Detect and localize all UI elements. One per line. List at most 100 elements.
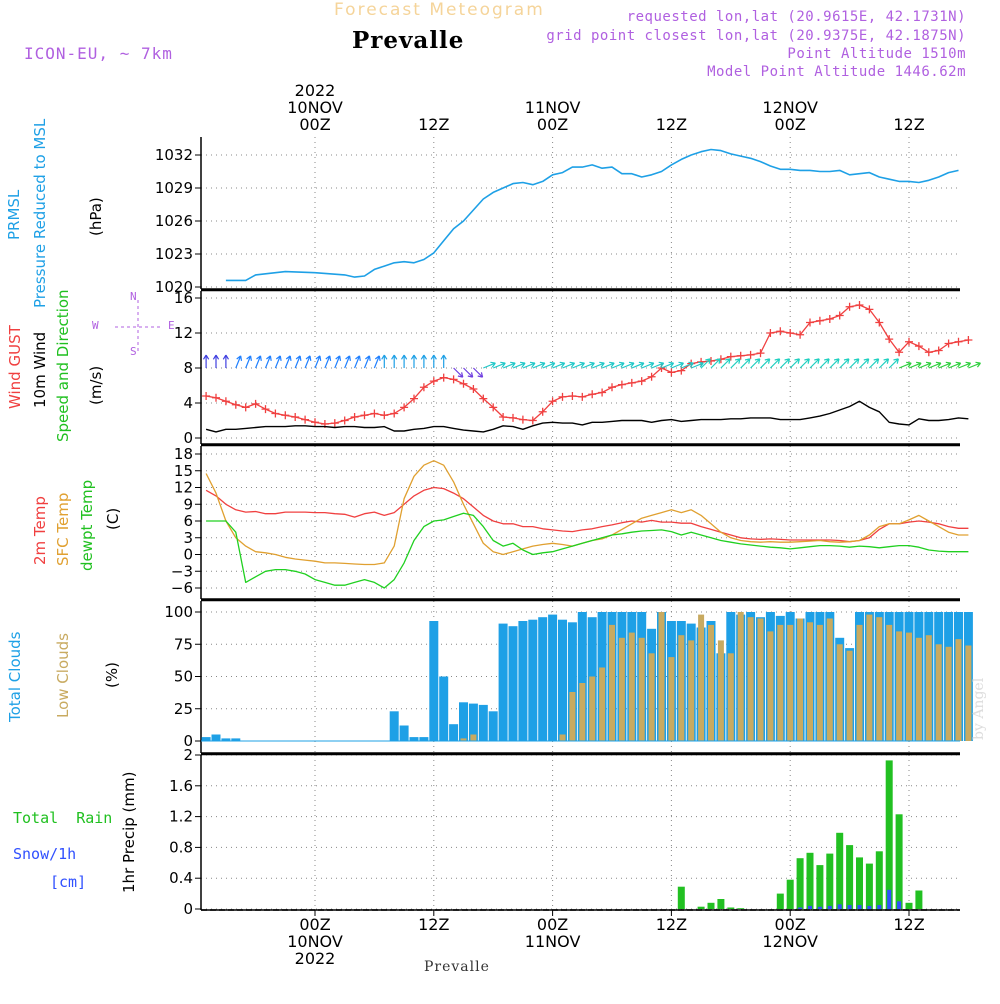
gust-marker <box>439 373 448 382</box>
total-cloud-bar <box>577 612 587 741</box>
y-tick-label: 2 <box>183 746 193 764</box>
pressure-label-2: Pressure Reduced to MSL <box>31 118 49 308</box>
gust-marker <box>340 416 349 425</box>
gust-marker <box>736 351 745 360</box>
gust-marker <box>311 418 319 427</box>
panel-4 <box>195 754 960 911</box>
wind-direction-arrow <box>700 358 711 369</box>
gust-marker <box>796 330 805 339</box>
low-cloud-bar <box>727 653 734 741</box>
total-cloud-bar <box>558 619 567 741</box>
wind-label-1: Wind GUST <box>6 325 24 409</box>
low-cloud-bar <box>658 612 665 741</box>
gust-marker <box>806 318 814 327</box>
gust-marker <box>251 399 260 408</box>
gust-marker <box>499 413 508 421</box>
gust-marker <box>627 378 636 387</box>
temp-label-1: 2m Temp <box>31 496 49 565</box>
low-cloud-bar <box>628 632 635 741</box>
wind-direction-arrow <box>799 358 810 369</box>
gust-marker <box>815 316 824 325</box>
low-cloud-bar <box>886 624 893 741</box>
low-cloud-bar <box>470 734 477 741</box>
gust-marker <box>726 352 735 361</box>
total-cloud-bar <box>439 676 449 741</box>
low-cloud-bar <box>638 637 645 741</box>
y-tick-label: 1026 <box>155 212 193 230</box>
total-cloud-bar <box>449 724 459 741</box>
gust-marker <box>865 305 874 314</box>
gust-marker <box>390 409 399 418</box>
gust-marker <box>538 407 547 416</box>
rain-bar <box>836 832 844 909</box>
low-cloud-bar <box>777 624 784 741</box>
gust-marker <box>776 327 785 336</box>
footer-location: Prevalle <box>424 959 490 975</box>
bottom-time-label: 12Z <box>656 915 687 934</box>
precip-unit: 1hr Precip (mm) <box>120 771 138 893</box>
temp-unit: (C) <box>104 507 122 530</box>
low-cloud-bar <box>955 639 962 741</box>
wind-direction-arrow <box>502 361 516 369</box>
gust-marker <box>756 349 765 358</box>
wind-direction-arrow <box>789 358 800 369</box>
total-cloud-bar <box>488 711 498 741</box>
wind-direction-arrow <box>582 361 595 369</box>
top-time-label: 12Z <box>656 115 687 134</box>
wind-direction-arrow <box>958 361 972 369</box>
wind-direction-arrow <box>324 355 332 369</box>
compass-south: S <box>130 345 137 358</box>
total-cloud-bar <box>478 704 488 741</box>
gust-marker <box>637 377 646 386</box>
wind-direction-arrow <box>928 361 942 369</box>
low-cloud-bar <box>609 624 615 741</box>
wind-direction-arrow <box>562 361 576 369</box>
y-tick-label: 1.2 <box>169 808 193 826</box>
gust-marker <box>489 403 498 412</box>
snow-bar <box>847 905 852 909</box>
gust-marker <box>647 372 656 381</box>
rain-bar <box>806 852 814 909</box>
y-tick-label: 100 <box>164 603 193 621</box>
gust-marker <box>598 388 607 397</box>
wind-direction-arrow <box>760 358 771 369</box>
gust-marker <box>964 336 973 344</box>
gust-marker <box>419 383 428 392</box>
gust-marker <box>835 311 844 320</box>
wind-direction-arrow <box>264 355 272 369</box>
bottom-time-label: 00Z <box>775 915 806 934</box>
wind-direction-arrow <box>908 361 922 369</box>
low-cloud-bar <box>569 692 576 741</box>
low-cloud-bar <box>559 734 566 741</box>
requested-lonlat: requested lon,lat (20.9615E, 42.1731N) <box>626 9 966 25</box>
panel-0 <box>195 137 960 290</box>
gust-marker <box>261 405 270 414</box>
wind-direction-arrow <box>522 361 536 369</box>
low-cloud-bar <box>648 653 655 741</box>
low-cloud-bar <box>599 667 606 741</box>
gust-marker <box>924 348 933 357</box>
wind-direction-arrow <box>552 361 566 369</box>
wind-direction-arrow <box>710 358 721 369</box>
rain-bar <box>677 886 685 909</box>
wind-direction-arrow <box>968 361 981 369</box>
y-tick-label: 0 <box>183 546 193 564</box>
rain-bar <box>846 845 854 909</box>
wind-direction-arrow <box>918 361 932 369</box>
y-tick-label: −6 <box>171 579 193 597</box>
bottom-time-label: 12Z <box>893 915 924 934</box>
low-cloud-bar <box>816 624 823 741</box>
gust-marker <box>231 400 240 409</box>
gust-marker <box>568 392 577 400</box>
low-cloud-bar <box>896 631 903 741</box>
rain-bar <box>856 857 863 909</box>
low-cloud-bar <box>579 683 586 741</box>
wind-direction-arrow <box>532 361 546 369</box>
total-cloud-bar <box>548 614 558 741</box>
wind-direction-arrow <box>750 358 761 369</box>
title-faded: Forecast Meteogram <box>334 0 545 20</box>
gust-marker <box>895 348 904 357</box>
gust-marker <box>528 416 537 425</box>
location-title: Prevalle <box>352 27 465 54</box>
gust-marker <box>875 318 884 327</box>
